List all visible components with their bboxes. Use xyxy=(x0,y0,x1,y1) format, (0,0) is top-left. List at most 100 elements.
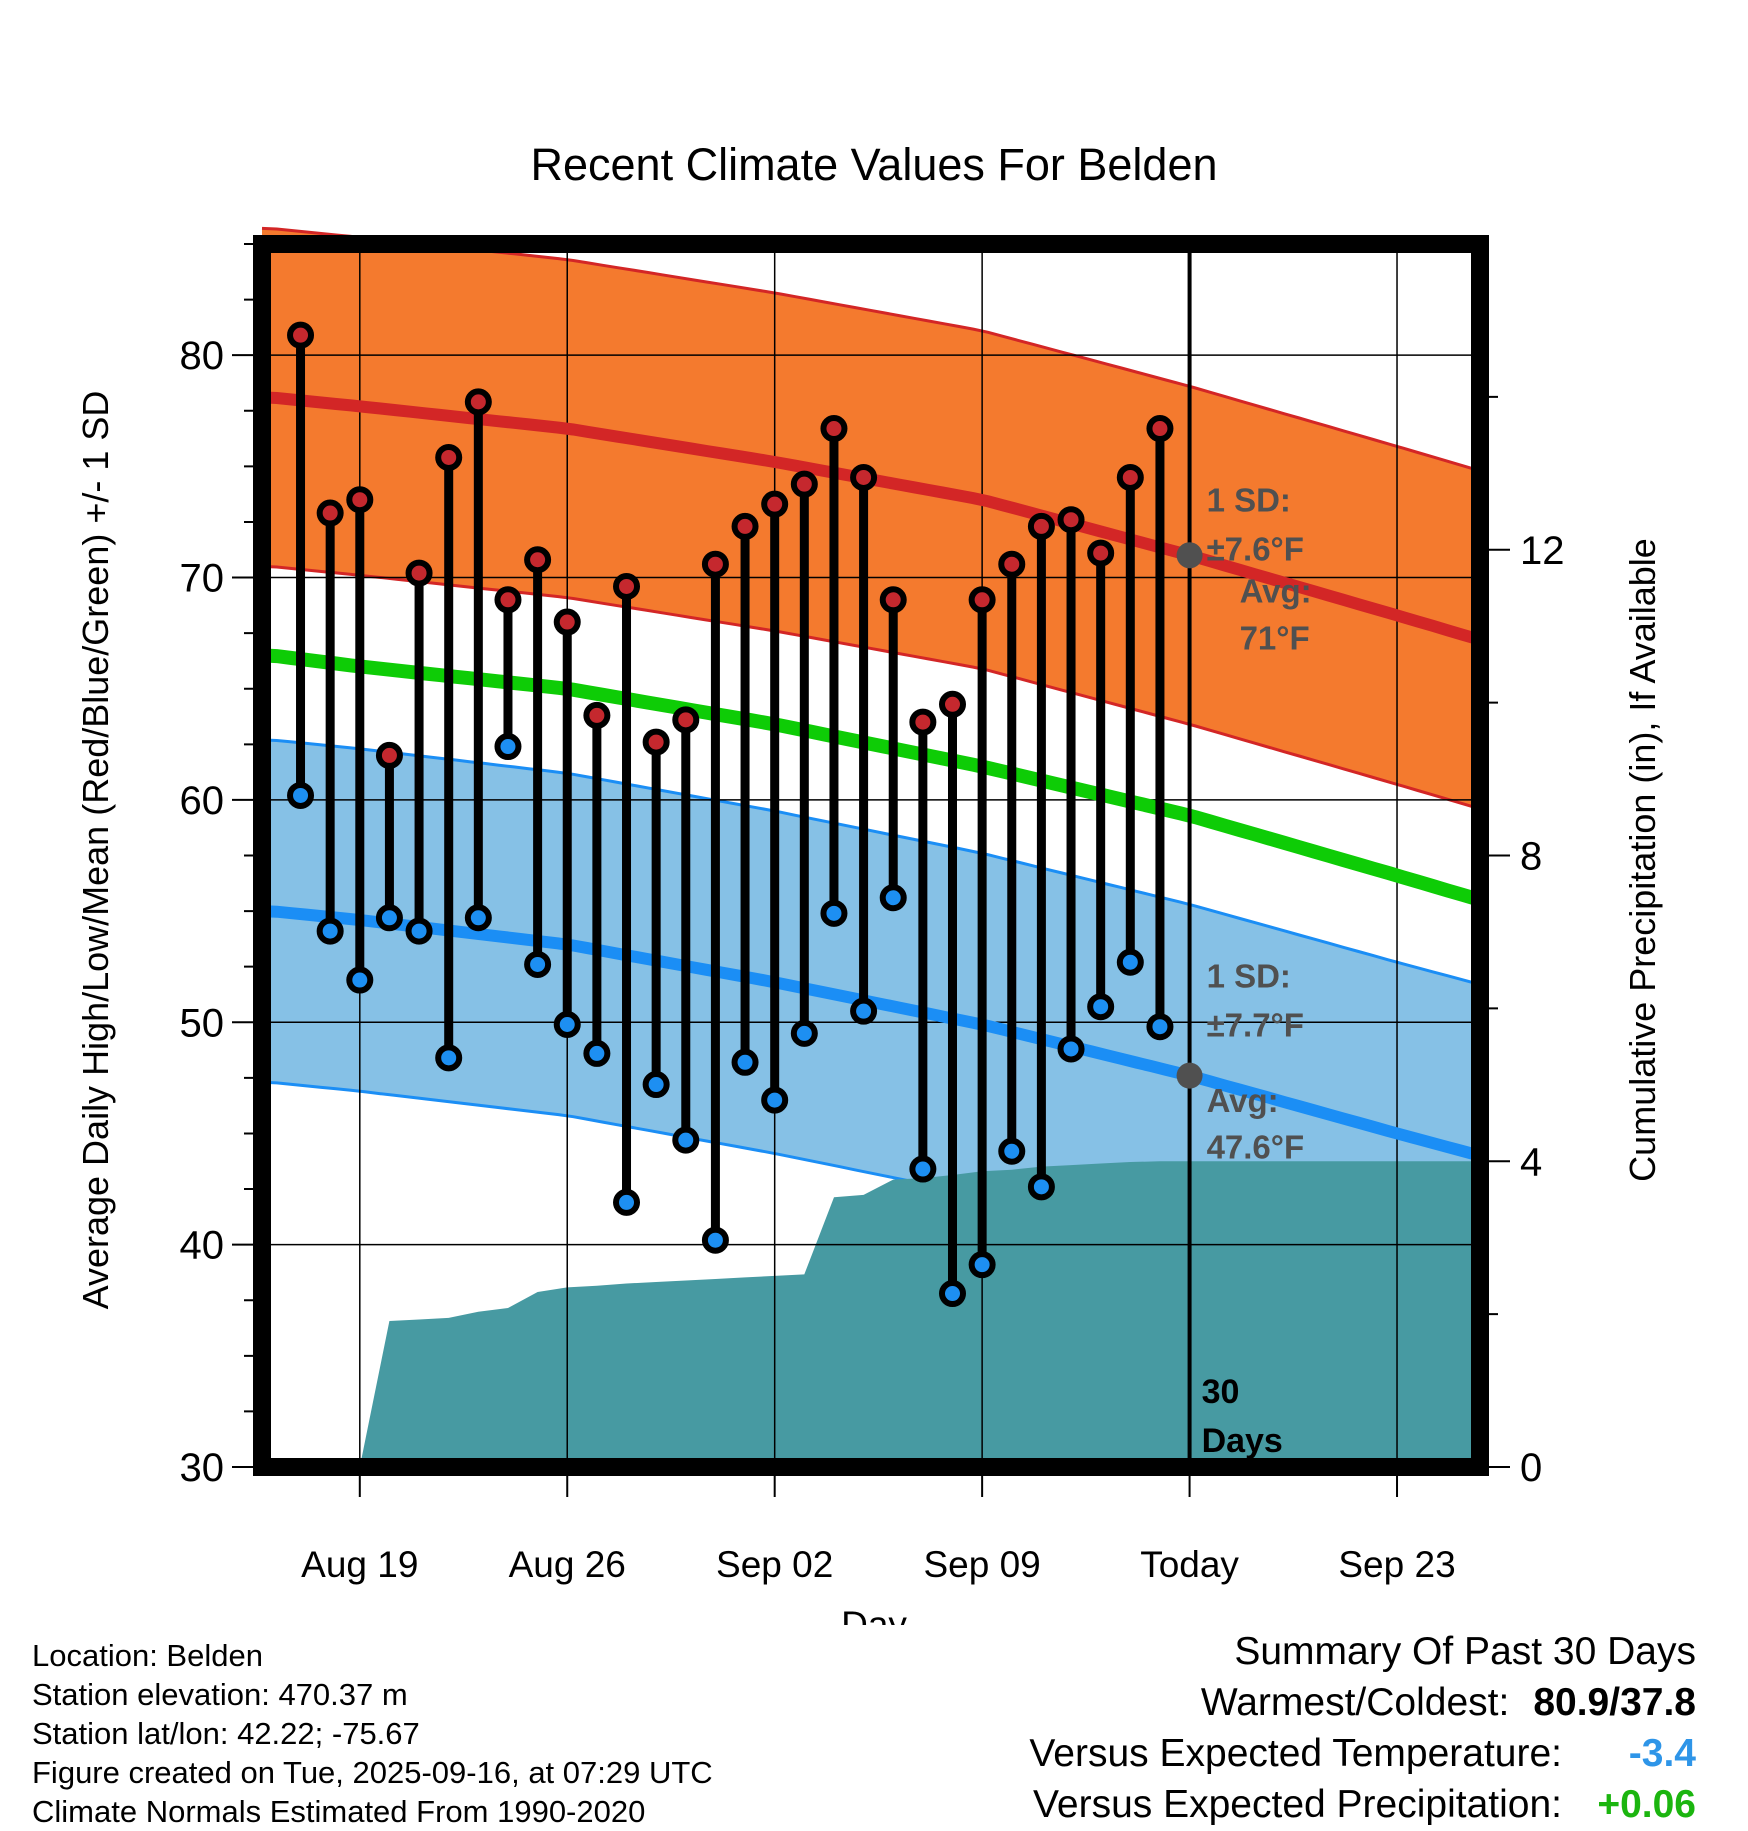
summary-temp-row: Versus Expected Temperature: -3.4 xyxy=(1029,1728,1696,1779)
x-tick-label: Sep 09 xyxy=(923,1544,1040,1585)
x-tick-label: Today xyxy=(1140,1544,1239,1585)
daily-low-point xyxy=(524,950,552,978)
daily-low-point xyxy=(820,899,848,927)
daily-high-point xyxy=(909,708,937,736)
daily-high-point xyxy=(316,499,344,527)
daily-high-point xyxy=(731,512,759,540)
daily-high-point xyxy=(938,690,966,718)
daily-high-point xyxy=(1087,539,1115,567)
temp-label: Versus Expected Temperature: xyxy=(1029,1732,1562,1775)
location-text: Location: Belden xyxy=(32,1638,263,1673)
daily-low-point xyxy=(761,1086,789,1114)
warmest-value: 80.9/37.8 xyxy=(1533,1681,1696,1724)
y-tick-label: 70 xyxy=(180,557,225,601)
low-sd-label: 1 SD: xyxy=(1207,957,1291,994)
daily-high-point xyxy=(968,586,996,614)
precip-value: +0.06 xyxy=(1597,1783,1696,1826)
window-label-days: Days xyxy=(1202,1422,1283,1460)
daily-high-point xyxy=(850,463,878,491)
low-avg-label: Avg: xyxy=(1207,1082,1279,1119)
daily-high-point xyxy=(583,701,611,729)
daily-high-point xyxy=(375,741,403,769)
daily-high-point xyxy=(494,586,522,614)
created-text: Figure created on Tue, 2025-09-16, at 07… xyxy=(32,1755,713,1790)
high-avg-point xyxy=(1176,542,1203,569)
x-tick-label: Aug 26 xyxy=(509,1544,626,1585)
daily-low-point xyxy=(1027,1173,1055,1201)
low-avg-point xyxy=(1176,1062,1203,1089)
normal-high-line xyxy=(261,391,1482,646)
high-sd-label: 1 SD: xyxy=(1207,481,1291,518)
daily-low-point xyxy=(464,904,492,932)
high-avg-label: Avg: xyxy=(1240,573,1312,610)
daily-high-point xyxy=(879,586,907,614)
y-tick-label: 30 xyxy=(180,1446,225,1490)
latlon-text: Station lat/lon: 42.22; -75.67 xyxy=(32,1716,420,1751)
daily-high-point xyxy=(464,388,492,416)
daily-low-point xyxy=(346,966,374,994)
daily-high-point xyxy=(820,415,848,443)
daily-low-point xyxy=(1116,948,1144,976)
high-avg-value: 71°F xyxy=(1240,619,1310,656)
daily-low-point xyxy=(968,1251,996,1279)
daily-low-point xyxy=(850,997,878,1025)
y2-axis-label: Cumulative Precipitation (in), If Availa… xyxy=(1622,538,1663,1182)
high-sd-band-lower-edge xyxy=(261,564,1481,811)
daily-low-point xyxy=(909,1155,937,1183)
daily-high-point xyxy=(701,550,729,578)
low-sd-value: ±7.7°F xyxy=(1207,1006,1304,1043)
summary-warmest-row: Warmest/Coldest: 80.9/37.8 xyxy=(1029,1677,1696,1728)
summary-title: Summary Of Past 30 Days xyxy=(1234,1630,1696,1673)
y-tick-label: 40 xyxy=(180,1224,225,1268)
daily-low-point xyxy=(1146,1013,1174,1041)
normal-mean-line xyxy=(261,648,1483,907)
y-tick-label: 50 xyxy=(180,1001,225,1045)
daily-low-point xyxy=(672,1126,700,1154)
daily-low-point xyxy=(938,1280,966,1308)
climate-chart: Recent Climate Values For Belden 1 SD: ±7… xyxy=(75,139,1663,1625)
y-axis-label: Average Daily High/Low/Mean (Red/Blue/Gr… xyxy=(75,391,116,1310)
daily-low-point xyxy=(316,917,344,945)
daily-low-point xyxy=(1087,993,1115,1021)
daily-low-point xyxy=(998,1137,1026,1165)
daily-high-point xyxy=(642,728,670,756)
y2-tick-label: 0 xyxy=(1520,1446,1542,1490)
daily-low-point xyxy=(1057,1035,1085,1063)
low-sd-band-upper-edge xyxy=(261,738,1481,986)
y-tick-label: 80 xyxy=(180,334,225,378)
daily-high-point xyxy=(998,550,1026,578)
temp-value: -3.4 xyxy=(1628,1732,1696,1775)
x-tick-label: Sep 23 xyxy=(1338,1544,1455,1585)
normals-text: Climate Normals Estimated From 1990-2020 xyxy=(32,1794,646,1829)
daily-low-point xyxy=(494,733,522,761)
precip-area xyxy=(359,1161,1480,1467)
daily-high-point xyxy=(672,706,700,734)
x-tick-label: Sep 02 xyxy=(716,1544,833,1585)
warmest-label: Warmest/Coldest: xyxy=(1200,1681,1510,1724)
daily-low-point xyxy=(553,1010,581,1038)
daily-high-point xyxy=(287,321,315,349)
elevation-text: Station elevation: 470.37 m xyxy=(32,1677,408,1712)
station-info: Location: Belden Station elevation: 470.… xyxy=(32,1636,713,1831)
daily-low-point xyxy=(375,904,403,932)
y2-tick-label: 8 xyxy=(1520,835,1542,879)
daily-low-point xyxy=(613,1188,641,1216)
chart-title: Recent Climate Values For Belden xyxy=(531,139,1218,190)
daily-high-point xyxy=(761,490,789,518)
daily-low-point xyxy=(879,884,907,912)
daily-high-point xyxy=(1057,506,1085,534)
x-axis-label: Day xyxy=(841,1604,907,1625)
daily-low-point xyxy=(287,781,315,809)
daily-low-point xyxy=(790,1019,818,1047)
daily-high-point xyxy=(553,608,581,636)
daily-high-point xyxy=(405,559,433,587)
low-avg-value: 47.6°F xyxy=(1207,1129,1305,1166)
high-sd-value: ±7.6°F xyxy=(1207,530,1304,567)
daily-high-point xyxy=(524,546,552,574)
daily-high-point xyxy=(790,470,818,498)
daily-low-point xyxy=(701,1226,729,1254)
daily-low-point xyxy=(642,1071,670,1099)
precip-label: Versus Expected Precipitation: xyxy=(1033,1783,1562,1826)
daily-high-point xyxy=(1146,415,1174,443)
daily-low-point xyxy=(435,1044,463,1072)
